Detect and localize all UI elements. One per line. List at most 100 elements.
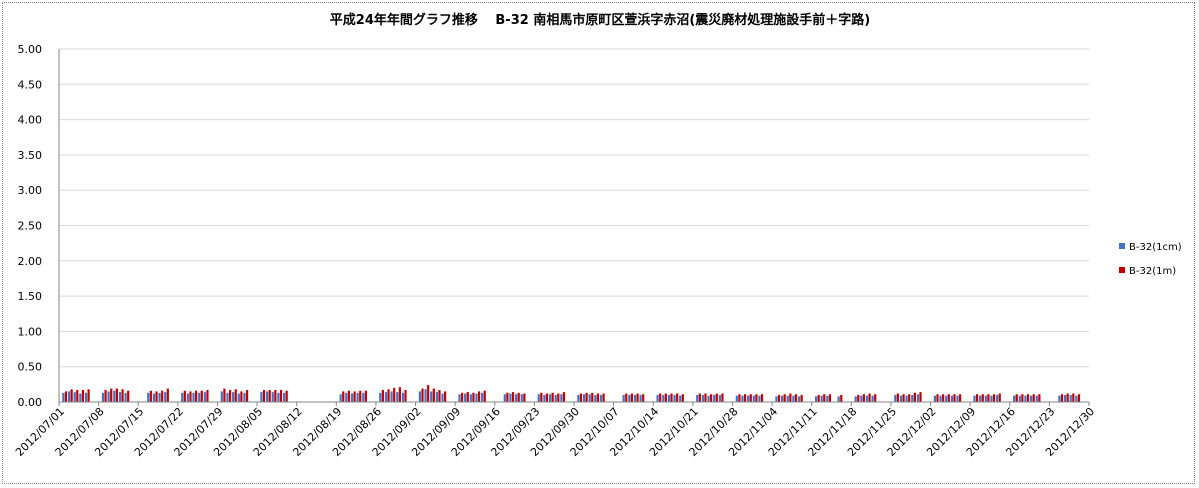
bar-B-32(1m): [432, 388, 435, 402]
bar-B-32(1m): [670, 393, 673, 402]
bar-B-32(1cm): [181, 392, 184, 402]
bar-B-32(1cm): [735, 395, 738, 402]
bar-B-32(1cm): [430, 391, 433, 402]
bar-B-32(1m): [976, 394, 979, 402]
bar-B-32(1cm): [282, 392, 286, 402]
bar-B-32(1cm): [62, 392, 65, 402]
bar-B-32(1cm): [464, 393, 467, 402]
bar-B-32(1m): [421, 388, 424, 402]
bar-B-32(1cm): [996, 394, 999, 402]
bar-B-32(1cm): [797, 396, 801, 402]
y-tick-label: 0.50: [18, 361, 43, 374]
bar-B-32(1m): [760, 394, 764, 402]
legend: B-32(1cm) B-32(1m): [1119, 242, 1182, 277]
bar-B-32(1m): [659, 393, 662, 402]
bar-B-32(1m): [64, 391, 68, 402]
y-tick-label: 2.50: [18, 220, 43, 233]
bar-B-32(1m): [1038, 394, 1041, 402]
bar-B-32(1cm): [67, 391, 71, 402]
bar-B-32(1cm): [226, 392, 229, 402]
legend-swatch: [1119, 267, 1125, 273]
bar-B-32(1cm): [905, 395, 908, 402]
bar-B-32(1m): [664, 393, 667, 402]
bar-B-32(1m): [789, 393, 792, 402]
bar-B-32(1cm): [820, 395, 823, 402]
bar-B-32(1m): [913, 392, 916, 402]
bar-B-32(1cm): [956, 395, 959, 402]
bar-B-32(1cm): [152, 393, 156, 402]
bar-B-32(1cm): [277, 392, 280, 402]
y-tick-label: 4.50: [18, 78, 43, 91]
bar-B-32(1cm): [548, 394, 552, 402]
bar-B-32(1cm): [679, 395, 682, 402]
bar-B-32(1m): [681, 394, 684, 402]
bar-B-32(1m): [721, 393, 724, 402]
bar-B-32(1m): [342, 391, 345, 402]
bar-B-32(1m): [523, 393, 526, 402]
bar-B-32(1m): [195, 390, 198, 402]
bar-B-32(1m): [743, 394, 747, 402]
y-tick-label: 5.00: [18, 43, 43, 56]
bar-B-32(1m): [381, 389, 384, 402]
bar-B-32(1m): [998, 393, 1001, 402]
bar-B-32(1m): [987, 394, 990, 402]
bar-B-32(1cm): [667, 394, 671, 402]
bar-B-32(1m): [110, 388, 113, 402]
bar-B-32(1cm): [458, 394, 461, 402]
bar-B-32(1cm): [237, 393, 240, 402]
bar-B-32(1cm): [1063, 394, 1067, 402]
bar-B-32(1cm): [339, 394, 342, 402]
bar-B-32(1cm): [792, 395, 795, 402]
bar-B-32(1cm): [345, 392, 348, 402]
axes: [58, 49, 1090, 406]
bar-B-32(1m): [704, 393, 707, 402]
bar-B-32(1cm): [701, 394, 704, 402]
bar-B-32(1cm): [588, 394, 591, 402]
bar-B-32(1m): [749, 394, 752, 402]
bar-B-32(1cm): [265, 391, 269, 402]
gridlines: [59, 48, 1089, 368]
bar-B-32(1m): [557, 393, 560, 402]
bar-B-32(1m): [240, 391, 243, 402]
bar-B-32(1cm): [1030, 395, 1033, 402]
bar-B-32(1m): [868, 393, 871, 402]
bar-B-32(1cm): [384, 392, 388, 402]
bar-B-32(1m): [483, 390, 486, 402]
bar-B-32(1m): [630, 393, 633, 402]
bar-B-32(1cm): [758, 395, 761, 402]
y-axis-tick-labels: 5.00 4.50 4.00 3.50 3.00 2.50 2.00 1.50 1.00 0.50…: [18, 43, 43, 409]
bar-B-32(1m): [189, 391, 192, 402]
bar-B-32(1cm): [84, 392, 88, 402]
y-tick-label: 3.50: [18, 149, 43, 162]
bar-B-32(1m): [585, 392, 588, 402]
bar-B-32(1cm): [164, 392, 167, 402]
bar-B-32(1cm): [599, 394, 603, 402]
y-tick-label: 2.00: [18, 255, 43, 268]
bar-B-32(1m): [562, 392, 566, 402]
bar-B-32(1cm): [350, 393, 354, 402]
bar-B-32(1m): [223, 388, 226, 402]
y-tick-label: 1.50: [18, 290, 43, 303]
bar-B-32(1cm): [718, 394, 721, 402]
bar-B-32(1m): [777, 394, 781, 402]
bar-B-32(1m): [959, 394, 962, 402]
bar-B-32(1cm): [124, 392, 127, 402]
bar-B-32(1cm): [577, 394, 580, 402]
bar-B-32(1cm): [520, 394, 523, 402]
bar-B-32(1cm): [232, 392, 235, 402]
bar-B-32(1cm): [1018, 395, 1021, 402]
bar-B-32(1cm): [418, 391, 421, 402]
bar-B-32(1m): [862, 394, 866, 402]
bar-B-32(1m): [636, 393, 639, 402]
bar-B-32(1m): [1077, 394, 1081, 402]
bar-B-32(1cm): [628, 394, 631, 402]
bar-B-32(1m): [70, 389, 73, 402]
bar-B-32(1m): [438, 389, 441, 402]
bar-B-32(1cm): [633, 394, 637, 402]
bar-B-32(1cm): [696, 394, 699, 402]
bar-B-32(1m): [398, 387, 401, 402]
bar-B-32(1m): [936, 394, 939, 402]
bar-B-32(1cm): [713, 394, 716, 402]
bar-B-32(1cm): [113, 390, 116, 402]
bar-B-32(1m): [404, 389, 407, 402]
